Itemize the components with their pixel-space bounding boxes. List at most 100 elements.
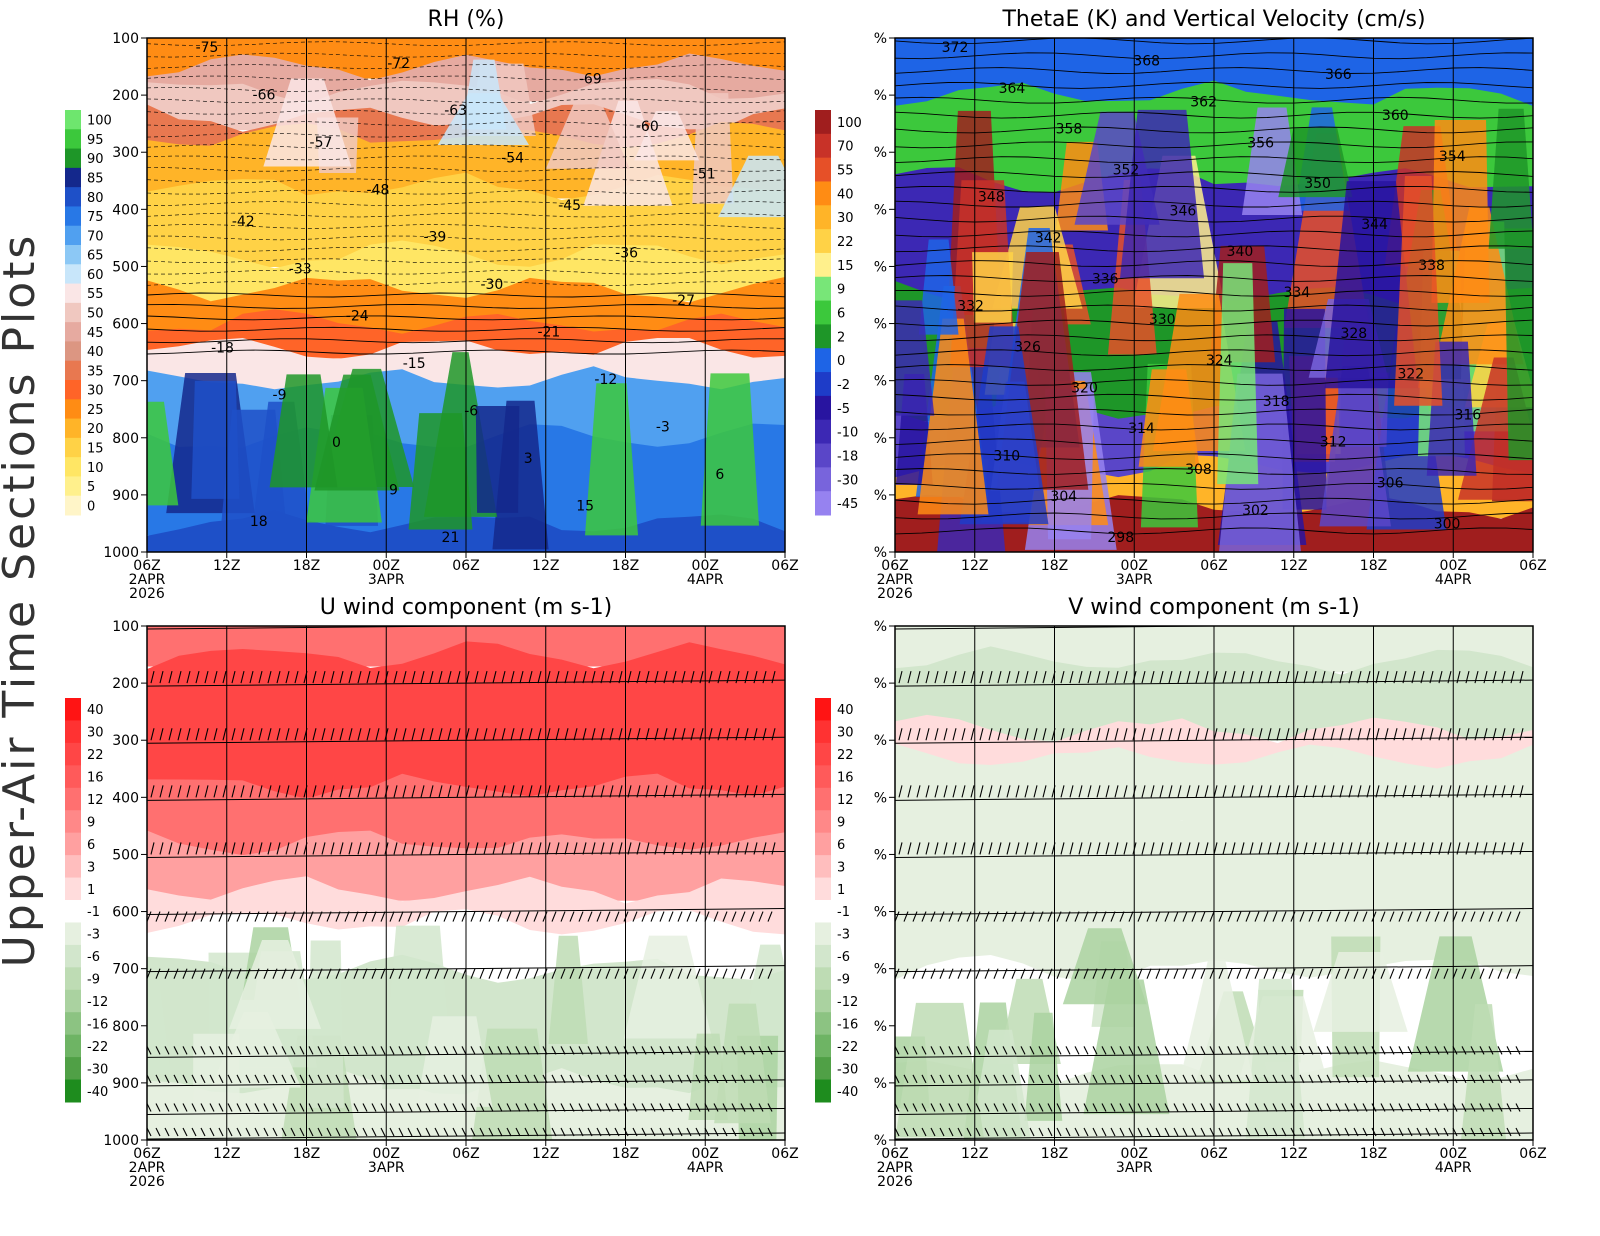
- wind-barb: [605, 1074, 611, 1084]
- wind-barb: [245, 1103, 251, 1112]
- wind-barb: [1398, 1127, 1404, 1137]
- wind-barb: [515, 911, 521, 922]
- wind-barb: [1245, 968, 1251, 979]
- wind-barb: [1173, 968, 1179, 979]
- wind-barb: [1335, 1127, 1341, 1137]
- wind-barb: [912, 911, 918, 922]
- wind-barb: [943, 728, 948, 741]
- wind-barb: [1434, 1074, 1440, 1084]
- wind-barb: [619, 626, 620, 627]
- wind-barb: [1245, 1046, 1251, 1055]
- wind-barb: [984, 911, 990, 922]
- wind-barb: [353, 1074, 359, 1084]
- wind-barb: [362, 1127, 368, 1137]
- y-tick-label: 400: [112, 202, 139, 218]
- wind-barb: [537, 728, 542, 741]
- wind-barb: [294, 728, 299, 741]
- colorbar-label: 16: [87, 771, 104, 786]
- wind-barb: [1506, 911, 1512, 922]
- wind-barb: [921, 1103, 927, 1112]
- wind-barb: [659, 1127, 665, 1137]
- wind-barb: [609, 670, 614, 684]
- wind-barb: [398, 1046, 404, 1055]
- wind-barb: [1461, 1046, 1467, 1055]
- wind-barb: [614, 911, 620, 922]
- wind-barb: [1186, 728, 1191, 741]
- wind-barb: [1353, 1046, 1359, 1055]
- x-tick-label: 06Z: [1519, 558, 1546, 574]
- wind-barb: [1047, 1103, 1053, 1112]
- wind-barb: [1258, 842, 1263, 855]
- wind-barb: [1416, 1074, 1422, 1084]
- wind-barb: [1137, 1103, 1143, 1112]
- wind-barb: [1146, 1103, 1152, 1112]
- wind-barb: [1096, 842, 1101, 855]
- wind-barb: [1402, 785, 1407, 798]
- wind-barb: [339, 728, 344, 741]
- wind-barb: [542, 1127, 548, 1137]
- colorbar-label: 22: [837, 235, 854, 250]
- colorbar-swatch: [65, 360, 81, 381]
- wind-barb: [591, 842, 596, 855]
- colorbar-label: 16: [837, 771, 854, 786]
- wind-barb: [1218, 1074, 1224, 1084]
- wind-barb: [659, 968, 665, 979]
- wind-barb: [573, 670, 578, 684]
- wind-barb: [663, 670, 668, 684]
- wind-barb: [1101, 1127, 1107, 1137]
- wind-barb: [1168, 842, 1173, 855]
- plot-area: -75-72-69-66-63-60-57-54-51-48-45-42-39-…: [147, 38, 785, 552]
- wind-barb: [420, 728, 425, 741]
- wind-barb: [1308, 1074, 1314, 1084]
- wind-barb: [249, 728, 254, 741]
- wind-barb: [276, 842, 281, 855]
- wind-barb: [380, 1046, 386, 1055]
- wind-barb: [1276, 728, 1281, 741]
- colorbar-label: 22: [837, 748, 854, 763]
- wind-barb: [313, 626, 314, 627]
- wind-barb: [1056, 1103, 1062, 1112]
- wind-barb: [213, 670, 218, 684]
- wind-barb: [362, 1046, 368, 1055]
- wind-barb: [492, 670, 497, 684]
- wind-barb: [1258, 670, 1263, 684]
- contour-label: 312: [1320, 435, 1347, 451]
- wind-barb: [474, 728, 479, 741]
- wind-barb: [1101, 968, 1107, 979]
- wind-barb: [1447, 728, 1452, 741]
- wind-barb: [1007, 626, 1008, 627]
- x-tick-label: 12Z: [213, 558, 240, 574]
- plume-cell: [1120, 109, 1205, 279]
- wind-barb: [917, 626, 918, 627]
- wind-barb: [1249, 842, 1254, 855]
- wind-barb: [753, 842, 758, 855]
- contour-label: 372: [942, 40, 969, 56]
- contour-label: -27: [672, 293, 695, 309]
- wind-barb: [1182, 968, 1188, 979]
- wind-barb: [542, 911, 548, 922]
- wind-barb: [912, 1074, 918, 1084]
- colorbar-swatch: [815, 229, 831, 254]
- plume-cell: [895, 1002, 984, 1138]
- wind-barb: [398, 911, 404, 922]
- contour-label: 310: [993, 448, 1020, 464]
- wind-barb: [749, 1103, 755, 1112]
- wind-barb: [1407, 1127, 1413, 1137]
- wind-barb: [735, 785, 740, 798]
- wind-barb: [1249, 728, 1254, 741]
- wind-barb: [551, 911, 557, 922]
- wind-barb: [898, 842, 903, 855]
- wind-barb: [1155, 968, 1161, 979]
- wind-barb: [1038, 1074, 1044, 1084]
- y-tick-label: %: [874, 1133, 887, 1149]
- colorbar-label: 40: [837, 703, 854, 718]
- wind-barb: [1078, 785, 1083, 798]
- wind-barb: [1146, 968, 1152, 979]
- colorbar-swatch: [65, 399, 81, 420]
- wind-barb: [204, 670, 209, 684]
- wind-barb: [569, 1127, 575, 1137]
- wind-barb: [966, 1046, 972, 1055]
- wind-barb: [753, 785, 758, 798]
- colorbar-swatch: [65, 322, 81, 342]
- wind-barb: [1258, 785, 1263, 798]
